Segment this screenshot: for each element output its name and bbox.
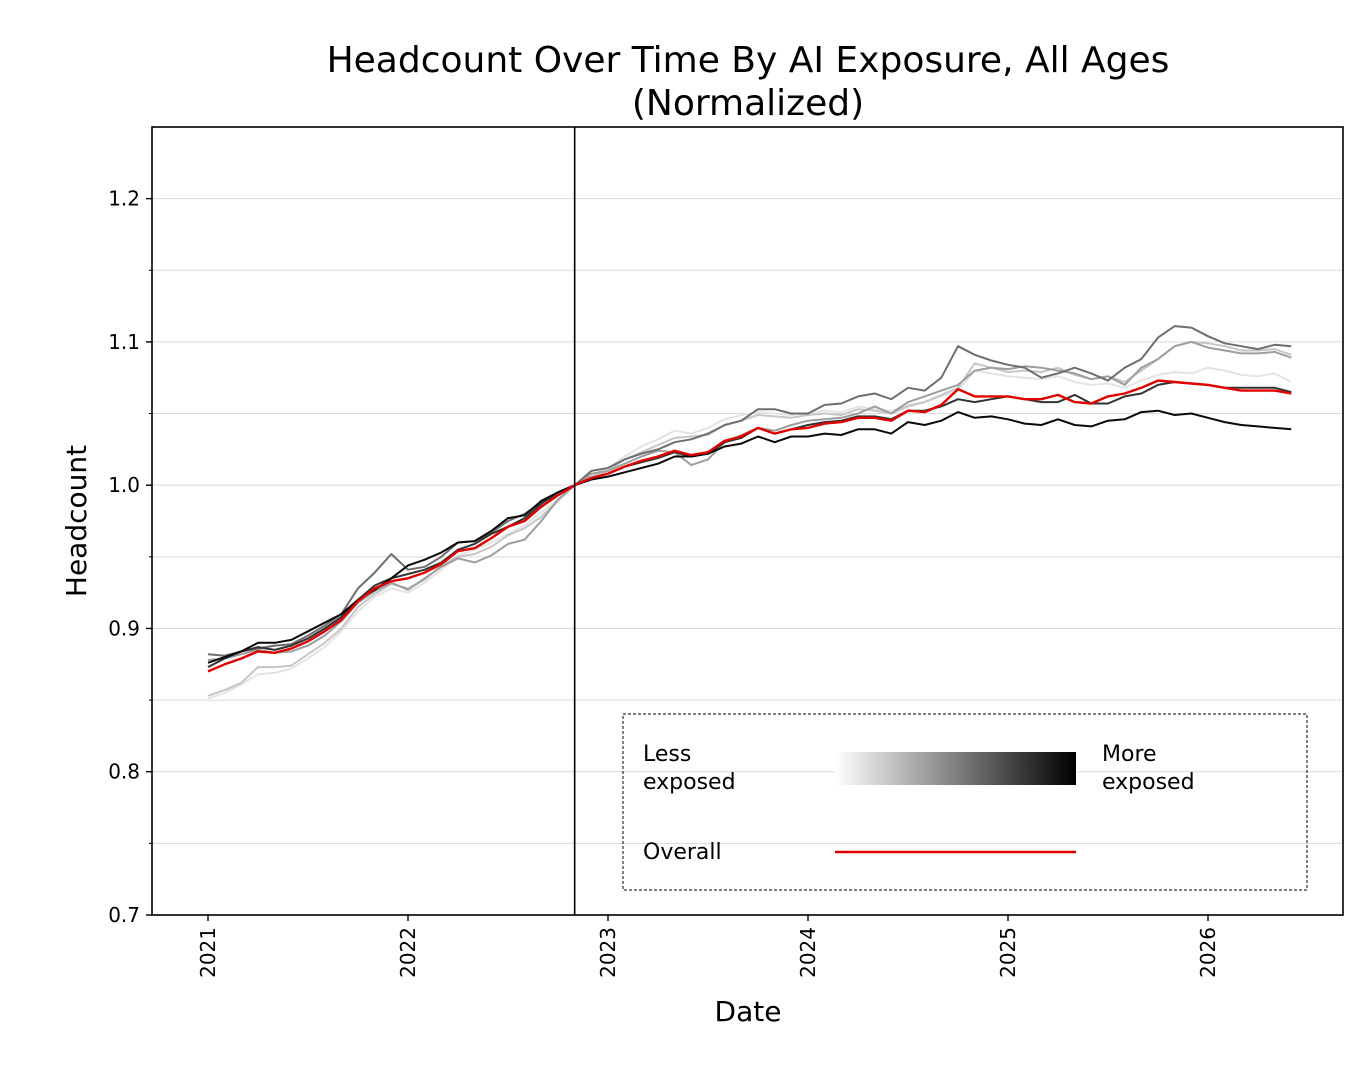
series-line-exposure-6 xyxy=(207,409,1292,664)
y-tick-label: 1.1 xyxy=(108,330,140,354)
chart-subtitle: (Normalized) xyxy=(632,83,864,124)
legend-exposure-gradient xyxy=(835,752,1076,785)
legend-overall-label: Overall xyxy=(643,840,722,865)
x-tick-label: 2023 xyxy=(596,927,620,978)
series-line-exposure-4 xyxy=(207,325,1292,657)
y-tick-label: 1.2 xyxy=(108,187,140,211)
legend: Less exposed More exposed Overall xyxy=(622,713,1308,891)
y-tick-label: 0.8 xyxy=(108,760,140,784)
x-tick-label: 2026 xyxy=(1196,927,1220,978)
y-axis-ticks: 0.7 0.8 0.9 1.0 1.1 1.2 xyxy=(108,187,152,927)
chart-title: Headcount Over Time By AI Exposure, All … xyxy=(327,40,1170,81)
x-tick-label: 2025 xyxy=(996,927,1020,978)
y-tick-label: 1.0 xyxy=(108,473,140,497)
y-tick-label: 0.9 xyxy=(108,616,140,640)
series-line-exposure-3 xyxy=(207,340,1292,661)
plot-frame xyxy=(151,126,1344,916)
y-tick-label: 0.7 xyxy=(108,903,140,927)
x-tick-label: 2024 xyxy=(796,927,820,978)
series-line-overall xyxy=(207,379,1292,673)
x-tick-label: 2021 xyxy=(196,927,220,978)
x-tick-label: 2022 xyxy=(396,927,420,978)
series-lines xyxy=(207,325,1292,700)
series-line-exposure-1 xyxy=(207,366,1292,700)
x-axis-ticks: 2021 2022 2023 2024 2025 2026 xyxy=(196,915,1220,978)
legend-frame xyxy=(622,713,1308,891)
legend-more-exposed-label: More exposed xyxy=(1102,742,1195,795)
series-line-exposure-5 xyxy=(207,381,1292,668)
x-axis-label: Date xyxy=(715,995,782,1028)
y-axis-label: Headcount xyxy=(60,445,93,597)
legend-less-exposed-label: Less exposed xyxy=(643,742,736,795)
gridlines xyxy=(152,126,1343,916)
